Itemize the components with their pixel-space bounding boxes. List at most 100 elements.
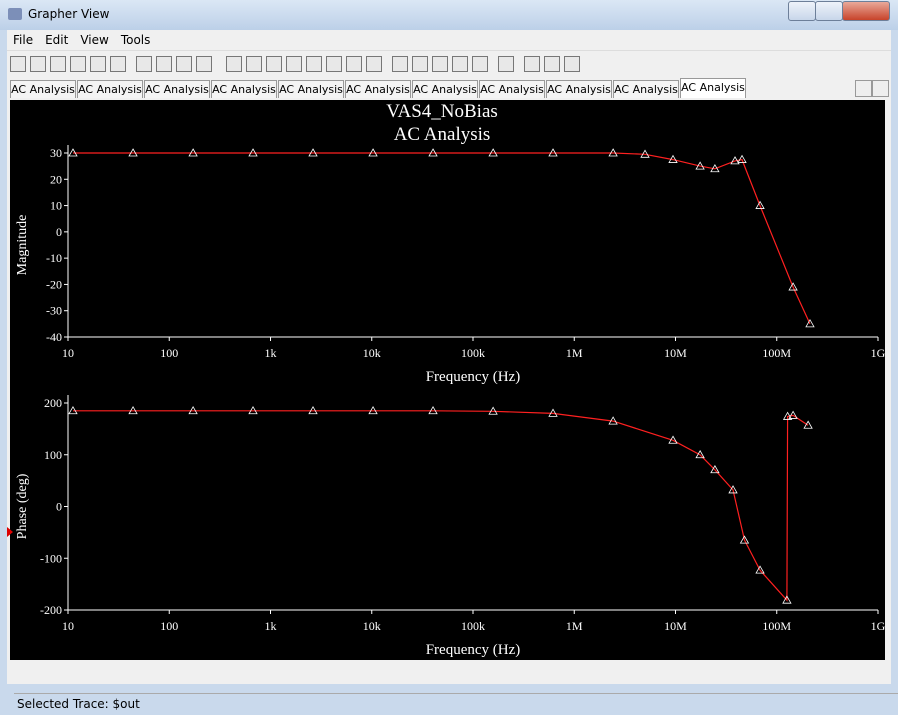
- toolbar-button[interactable]: [412, 56, 428, 72]
- y-tick-label: 20: [50, 172, 62, 186]
- menu-item[interactable]: View: [80, 33, 109, 47]
- toolbar-button[interactable]: [432, 56, 448, 72]
- y-axis-label: Phase (deg): [15, 473, 30, 539]
- trace-marker: [710, 163, 720, 173]
- trace-marker: [488, 406, 498, 415]
- trace-marker: [188, 405, 198, 415]
- toolbar: [7, 50, 891, 77]
- menu-item[interactable]: File: [13, 33, 34, 47]
- x-tick-label: 1G: [871, 619, 885, 633]
- toolbar-button[interactable]: [544, 56, 560, 72]
- title-bar: Grapher View: [0, 0, 898, 30]
- status-bar: Selected Trace: $out: [14, 693, 898, 714]
- y-tick-label: 10: [50, 199, 62, 213]
- menu-item[interactable]: Tools: [120, 33, 151, 47]
- trace-marker: [428, 405, 438, 415]
- analysis-tab[interactable]: AC Analysis: [479, 80, 545, 98]
- analysis-tab[interactable]: AC Analysis: [546, 80, 612, 98]
- x-tick-label: 1M: [566, 346, 583, 360]
- y-tick-label: 0: [56, 500, 62, 514]
- analysis-tab[interactable]: AC Analysis: [77, 80, 143, 98]
- toolbar-button[interactable]: [30, 56, 46, 72]
- trace-marker: [608, 148, 618, 157]
- toolbar-button[interactable]: [564, 56, 580, 72]
- close-button[interactable]: [842, 1, 890, 21]
- trace-marker: [728, 485, 738, 494]
- x-tick-label: 100M: [762, 346, 791, 360]
- trace-marker: [782, 595, 792, 604]
- tab-scroll-right[interactable]: [872, 80, 889, 97]
- trace-marker: [68, 405, 78, 415]
- toolbar-button[interactable]: [326, 56, 342, 72]
- tab-scroll-left[interactable]: [855, 80, 872, 97]
- toolbar-button[interactable]: [286, 56, 302, 72]
- trace-marker: [428, 148, 438, 157]
- x-tick-label: 1k: [265, 619, 277, 633]
- toolbar-button[interactable]: [472, 56, 488, 72]
- trace-marker: [128, 405, 138, 415]
- trace-line: [73, 410, 809, 602]
- trace-marker: [737, 154, 747, 163]
- toolbar-button[interactable]: [110, 56, 126, 72]
- x-tick-label: 1G: [871, 346, 885, 360]
- analysis-tab[interactable]: AC Analysis: [345, 80, 411, 98]
- chart-subtitle: AC Analysis: [394, 124, 491, 145]
- x-tick-label: 100: [160, 619, 178, 633]
- y-tick-label: -200: [40, 603, 62, 617]
- toolbar-button[interactable]: [498, 56, 514, 72]
- trace-marker: [668, 154, 678, 163]
- x-axis-label: Frequency (Hz): [426, 369, 521, 385]
- toolbar-button[interactable]: [176, 56, 192, 72]
- trace-marker: [548, 148, 558, 157]
- x-tick-label: 100: [160, 346, 178, 360]
- trace-marker: [805, 319, 815, 328]
- analysis-tab[interactable]: AC Analysis: [211, 80, 277, 98]
- trace-marker: [695, 161, 705, 170]
- y-tick-label: -30: [46, 304, 62, 318]
- toolbar-button[interactable]: [246, 56, 262, 72]
- menu-item[interactable]: Edit: [45, 33, 69, 47]
- y-tick-label: 0: [56, 225, 62, 239]
- y-tick-label: 30: [50, 146, 62, 160]
- analysis-tab[interactable]: AC Analysis: [412, 80, 478, 98]
- toolbar-button[interactable]: [366, 56, 382, 72]
- trace-cursor: [7, 527, 13, 537]
- y-tick-label: -20: [46, 277, 62, 291]
- toolbar-button[interactable]: [524, 56, 540, 72]
- minimize-button[interactable]: [788, 1, 816, 21]
- toolbar-button[interactable]: [226, 56, 242, 72]
- toolbar-button[interactable]: [452, 56, 468, 72]
- toolbar-button[interactable]: [306, 56, 322, 72]
- analysis-tab[interactable]: AC Analysis: [10, 80, 76, 98]
- toolbar-button[interactable]: [70, 56, 86, 72]
- trace-line: [73, 152, 811, 325]
- trace-marker: [248, 148, 258, 157]
- maximize-button[interactable]: [815, 1, 843, 21]
- trace-marker: [608, 416, 618, 425]
- toolbar-button[interactable]: [346, 56, 362, 72]
- toolbar-button[interactable]: [90, 56, 106, 72]
- trace-marker: [782, 411, 793, 420]
- toolbar-button[interactable]: [156, 56, 172, 72]
- trace-marker: [730, 156, 740, 165]
- trace-marker: [188, 148, 198, 157]
- x-tick-label: 100k: [461, 619, 485, 633]
- x-tick-label: 1M: [566, 619, 583, 633]
- toolbar-button[interactable]: [10, 56, 26, 72]
- x-tick-label: 10M: [664, 619, 687, 633]
- analysis-tab[interactable]: AC Analysis: [144, 80, 210, 98]
- toolbar-button[interactable]: [50, 56, 66, 72]
- toolbar-button[interactable]: [266, 56, 282, 72]
- analysis-tab[interactable]: AC Analysis: [680, 78, 746, 98]
- y-tick-label: -10: [46, 251, 62, 265]
- window-title: Grapher View: [28, 7, 110, 21]
- trace-marker: [710, 464, 720, 474]
- toolbar-button[interactable]: [196, 56, 212, 72]
- analysis-tab[interactable]: AC Analysis: [278, 80, 344, 98]
- analysis-tab[interactable]: AC Analysis: [613, 80, 679, 98]
- toolbar-button[interactable]: [392, 56, 408, 72]
- trace-marker: [548, 408, 558, 417]
- toolbar-button[interactable]: [136, 56, 152, 72]
